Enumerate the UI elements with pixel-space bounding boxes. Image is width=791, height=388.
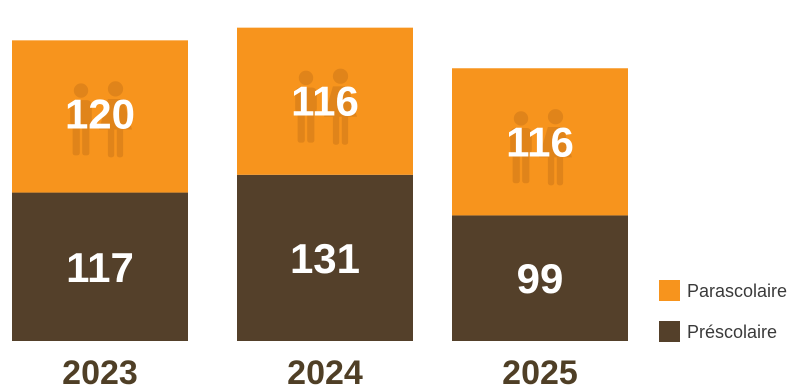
bar-group-2023: 120 117 2023 bbox=[12, 40, 188, 388]
bar-prescolaire-2023 bbox=[12, 192, 188, 341]
bar-parascolaire-2024 bbox=[237, 27, 413, 175]
legend-swatch bbox=[659, 321, 680, 342]
bar-group-2024: 116 131 2024 bbox=[237, 27, 413, 388]
value-label-prescolaire-2024: 131 bbox=[290, 235, 360, 282]
bar-prescolaire-2025 bbox=[452, 215, 628, 341]
value-label-prescolaire-2023: 117 bbox=[66, 244, 134, 291]
category-label-2024: 2024 bbox=[287, 354, 363, 388]
category-label-2023: 2023 bbox=[62, 354, 138, 388]
legend-label: Parascolaire bbox=[687, 281, 787, 301]
legend-label: Préscolaire bbox=[687, 322, 777, 342]
legend-swatch bbox=[659, 280, 680, 301]
legend: Parascolaire Préscolaire bbox=[659, 280, 787, 342]
bar-group-2025: 116 99 2025 bbox=[452, 68, 628, 388]
bar-prescolaire-2024 bbox=[237, 174, 413, 341]
bar-parascolaire-2023 bbox=[12, 40, 188, 193]
value-label-parascolaire-2025: 116 bbox=[506, 118, 574, 165]
value-label-parascolaire-2024: 116 bbox=[291, 78, 359, 125]
category-label-2025: 2025 bbox=[502, 354, 578, 388]
legend-item-prescolaire: Préscolaire bbox=[659, 321, 777, 342]
value-label-prescolaire-2025: 99 bbox=[517, 255, 564, 302]
bar-parascolaire-2025 bbox=[452, 68, 628, 216]
legend-item-parascolaire: Parascolaire bbox=[659, 280, 787, 301]
value-label-parascolaire-2023: 120 bbox=[65, 90, 135, 137]
